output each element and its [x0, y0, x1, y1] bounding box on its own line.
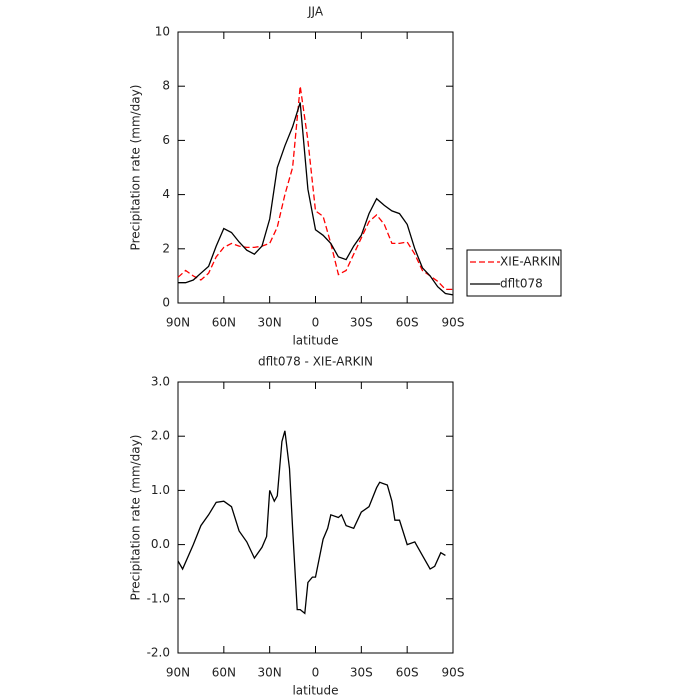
x-tick-label: 30N	[258, 316, 282, 330]
x-axis-label: latitude	[292, 684, 338, 698]
y-tick-label: -2.0	[147, 646, 170, 660]
x-tick-label: 0	[312, 666, 320, 680]
x-tick-label: 60S	[396, 666, 419, 680]
y-axis-label: Precipitation rate (mm/day)	[129, 435, 143, 601]
x-tick-label: 90N	[166, 666, 190, 680]
y-tick-label: 8	[162, 79, 170, 93]
plot-frame	[177, 31, 454, 304]
legend-box	[466, 249, 562, 297]
chart-title: JJA	[307, 5, 324, 19]
data-line	[178, 102, 454, 296]
y-tick-label: -1.0	[147, 591, 170, 605]
y-tick-label: 2.0	[151, 429, 170, 443]
y-tick-label: 2	[162, 241, 170, 255]
y-axis-label: Precipitation rate (mm/day)	[129, 85, 143, 251]
legend-label: XIE-ARKIN	[500, 255, 560, 269]
plot-frame	[177, 381, 454, 654]
x-tick-label: 60N	[212, 666, 236, 680]
x-tick-label: 60N	[212, 316, 236, 330]
data-line	[177, 86, 453, 291]
y-tick-label: 1.0	[151, 483, 170, 497]
y-tick-label: 0	[162, 296, 170, 310]
x-tick-label: 90N	[166, 316, 190, 330]
y-tick-label: 3.0	[151, 375, 170, 389]
x-tick-label: 60S	[396, 316, 419, 330]
x-tick-label: 30N	[258, 666, 282, 680]
y-tick-label: 10	[155, 25, 170, 39]
x-tick-label: 0	[312, 316, 320, 330]
y-tick-label: 0.0	[151, 537, 170, 551]
x-tick-label: 30S	[350, 316, 373, 330]
y-tick-label: 4	[162, 187, 170, 201]
data-line	[177, 430, 446, 615]
legend-label: dflt078	[500, 277, 543, 291]
x-axis-label: latitude	[292, 334, 338, 348]
y-tick-label: 6	[162, 133, 170, 147]
chart-title: dflt078 - XIE-ARKIN	[258, 355, 373, 369]
x-tick-label: 30S	[350, 666, 373, 680]
x-tick-label: 90S	[442, 316, 465, 330]
x-tick-label: 90S	[442, 666, 465, 680]
